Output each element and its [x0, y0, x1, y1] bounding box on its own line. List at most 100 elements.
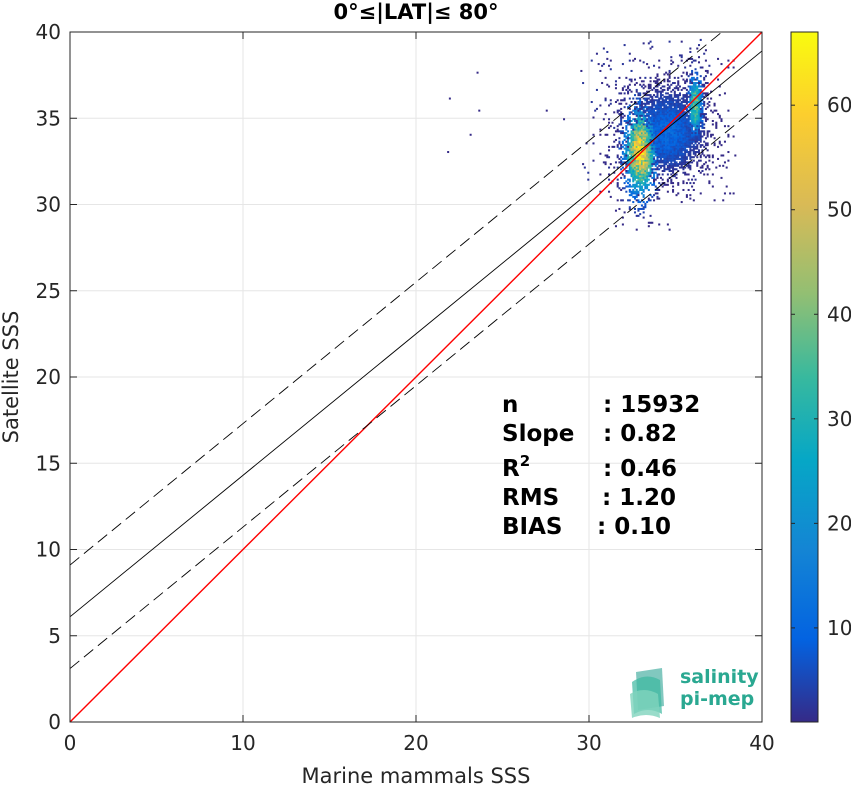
- density-bin: [673, 144, 676, 147]
- density-bin: [659, 176, 662, 179]
- density-bin: [691, 130, 694, 133]
- density-bin: [630, 119, 633, 122]
- density-bin: [654, 114, 657, 117]
- density-bin: [701, 170, 704, 173]
- density-bin: [687, 90, 690, 93]
- density-bin: [682, 106, 685, 109]
- density-bin: [663, 109, 666, 112]
- density-bin: [644, 206, 647, 209]
- density-bin: [647, 225, 650, 228]
- density-bin: [659, 119, 662, 122]
- density-bin: [658, 59, 661, 62]
- density-bin: [647, 164, 650, 167]
- density-bin: [682, 107, 685, 110]
- density-bin: [658, 140, 661, 143]
- density-bin: [710, 73, 713, 76]
- density-bin: [697, 116, 701, 119]
- density-bin: [665, 125, 668, 128]
- density-bin: [633, 94, 637, 97]
- density-bin: [637, 192, 640, 195]
- density-bin: [628, 149, 631, 152]
- density-bin: [677, 113, 680, 116]
- density-bin: [637, 123, 640, 126]
- density-bin: [694, 83, 697, 86]
- density-bin: [653, 145, 656, 148]
- density-bin: [632, 192, 635, 195]
- density-bin: [691, 178, 694, 181]
- density-bin: [611, 145, 614, 148]
- density-bin: [691, 125, 694, 128]
- density-bin: [642, 97, 645, 100]
- density-bin: [708, 154, 711, 157]
- density-bin: [628, 207, 631, 210]
- density-bin: [635, 168, 638, 171]
- density-bin: [697, 95, 701, 98]
- density-bin: [696, 144, 699, 147]
- density-bin: [687, 125, 690, 128]
- density-bin: [647, 154, 650, 157]
- density-bin: [627, 121, 630, 124]
- density-bin: [687, 133, 690, 136]
- density-bin: [621, 199, 624, 202]
- density-bin: [661, 149, 664, 152]
- density-bin: [628, 83, 631, 86]
- density-bin: [646, 130, 649, 133]
- density-bin: [697, 151, 701, 154]
- density-bin: [633, 156, 637, 159]
- density-bin: [682, 126, 685, 129]
- density-bin: [616, 199, 619, 202]
- density-bin: [656, 156, 659, 159]
- density-bin: [651, 125, 654, 128]
- density-bin: [670, 109, 673, 112]
- density-bin: [630, 168, 633, 171]
- density-bin: [697, 107, 701, 110]
- density-bin: [675, 113, 678, 116]
- density-bin: [633, 164, 637, 167]
- density-bin: [668, 101, 671, 104]
- density-bin: [666, 95, 669, 98]
- density-bin: [625, 125, 628, 128]
- density-bin: [691, 85, 694, 88]
- density-bin: [639, 128, 642, 131]
- density-bin: [646, 142, 649, 145]
- density-bin: [620, 188, 623, 191]
- density-bin: [694, 78, 697, 81]
- density-bin: [639, 145, 642, 148]
- density-bin: [685, 101, 688, 104]
- density-bin: [632, 144, 635, 147]
- density-bin: [682, 78, 685, 81]
- density-bin: [656, 107, 659, 110]
- density-bin: [646, 175, 649, 178]
- density-bin: [637, 118, 640, 121]
- density-bin: [694, 133, 697, 136]
- density-bin: [715, 126, 718, 129]
- density-bin: [621, 223, 624, 226]
- density-bin: [682, 94, 685, 97]
- density-bin: [659, 104, 662, 107]
- x-axis-label: Marine mammals SSS: [302, 764, 531, 786]
- y-tick-label: 0: [48, 710, 61, 734]
- density-bin: [649, 128, 652, 131]
- density-bin: [627, 182, 630, 185]
- density-bin: [665, 144, 668, 147]
- density-bin: [632, 109, 635, 112]
- density-bin: [633, 207, 637, 210]
- density-bin: [680, 54, 683, 57]
- density-bin: [592, 142, 595, 145]
- density-bin: [673, 113, 676, 116]
- density-bin: [689, 145, 692, 148]
- density-bin: [646, 152, 649, 155]
- density-bin: [725, 185, 728, 188]
- density-bin: [684, 80, 687, 83]
- density-bin: [635, 126, 638, 129]
- density-bin: [644, 149, 647, 152]
- salinity-pimep-logo: salinity pi-mep: [630, 666, 759, 718]
- density-bin: [680, 156, 683, 159]
- density-bin: [620, 132, 623, 135]
- density-bin: [646, 157, 649, 160]
- density-bin: [628, 78, 631, 81]
- density-bin: [633, 144, 637, 147]
- density-bin: [692, 137, 695, 140]
- density-bin: [665, 154, 668, 157]
- density-bin: [658, 114, 661, 117]
